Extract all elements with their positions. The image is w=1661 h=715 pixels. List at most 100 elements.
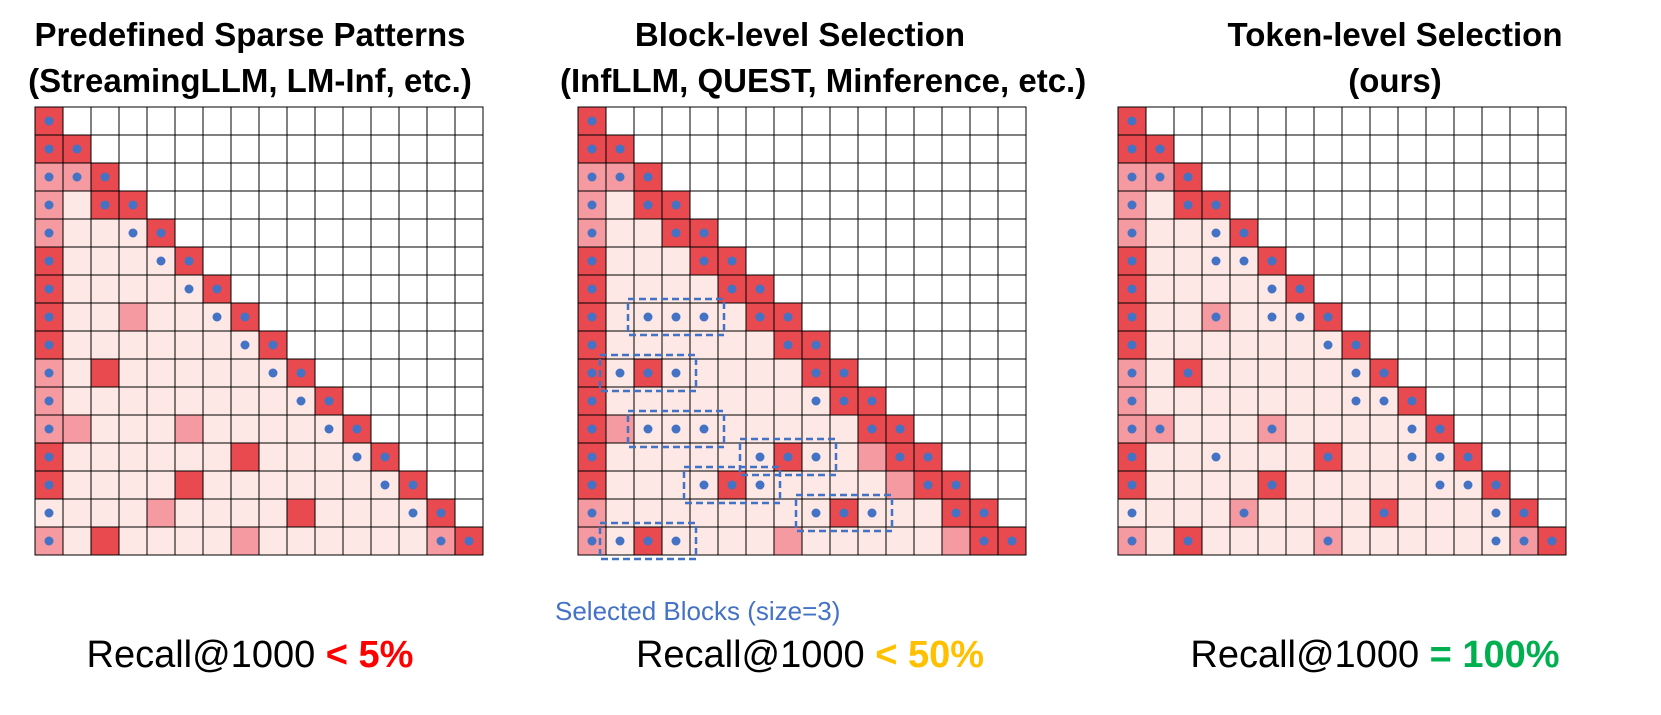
selected-token-dot [1155,424,1165,434]
matrix-cell [1229,470,1259,500]
matrix-cell [398,386,428,416]
matrix-cell [689,190,719,220]
selected-token-dot [1211,452,1221,462]
selected-token-dot [1267,284,1277,294]
selected-token-dot [1295,312,1305,322]
matrix-cell [1537,106,1567,136]
selected-token-dot [699,480,709,490]
matrix-cell [62,526,92,556]
matrix-cell [1313,498,1343,528]
matrix-cell [745,498,775,528]
matrix-cell [577,106,607,136]
matrix-cell [1145,386,1175,416]
matrix-cell [174,358,204,388]
matrix-cell [913,190,943,220]
matrix-cell [1313,246,1343,276]
selected-token-dot [1519,536,1529,546]
matrix-cell [370,106,400,136]
selected-token-dot [1239,508,1249,518]
matrix-cell [829,106,859,136]
matrix-cell [258,414,288,444]
matrix-cell [1481,330,1511,360]
matrix-cell [1341,498,1371,528]
selected-token-dot [324,424,334,434]
matrix-cell [801,246,831,276]
recall-value: < 5% [325,634,414,676]
matrix-cell [605,302,635,332]
selected-token-dot [895,452,905,462]
matrix-cell [230,218,260,248]
selected-token-dot [755,452,765,462]
selected-token-dot [1379,396,1389,406]
matrix-cell [1509,190,1539,220]
matrix-cell [997,134,1027,164]
matrix-cell [941,414,971,444]
matrix-cell [314,302,344,332]
matrix-cell [370,246,400,276]
matrix-cell [1537,162,1567,192]
matrix-cell [314,106,344,136]
matrix-cell [1229,526,1259,556]
matrix-cell [717,190,747,220]
matrix-cell [1425,302,1455,332]
matrix-cell [426,274,456,304]
selected-token-dot [296,368,306,378]
matrix-cell [314,526,344,556]
selected-token-dot [587,116,597,126]
title-line1: Predefined Sparse Patterns [34,16,466,53]
matrix-cell [745,526,775,556]
matrix-cell [398,526,428,556]
matrix-cell [801,302,831,332]
matrix-cell [745,218,775,248]
matrix-cell [258,526,288,556]
matrix-cell [745,386,775,416]
matrix-cell [857,358,887,388]
matrix-cell [997,414,1027,444]
selected-token-dot [671,368,681,378]
matrix-cell [90,330,120,360]
matrix-cell [342,442,372,472]
matrix-cell [941,330,971,360]
matrix-cell [1145,442,1175,472]
selected-token-dot [1211,228,1221,238]
selected-token-dot [1211,200,1221,210]
matrix-cell [801,190,831,220]
matrix-cell [913,274,943,304]
matrix-cell [62,106,92,136]
matrix-cell [745,330,775,360]
matrix-cell [773,246,803,276]
matrix-cell [118,302,148,332]
matrix-cell [202,106,232,136]
matrix-cell [1285,162,1315,192]
selected-token-dot [1323,452,1333,462]
matrix-cell [342,134,372,164]
matrix-cell [633,106,663,136]
matrix-cell [398,414,428,444]
matrix-cell [1425,330,1455,360]
matrix-cell [1285,470,1315,500]
matrix-cell [118,386,148,416]
matrix-cell [1481,302,1511,332]
matrix-cell [1453,218,1483,248]
matrix-cell [90,442,120,472]
selected-token-dot [1491,480,1501,490]
matrix-cell [1369,134,1399,164]
matrix-cell [1453,358,1483,388]
selected-token-dot [436,508,446,518]
matrix-cell [1229,442,1259,472]
selected-token-dot [184,284,194,294]
matrix-cell [258,218,288,248]
matrix-cell [1341,218,1371,248]
matrix-cell [90,358,120,388]
matrix-cell [118,106,148,136]
matrix-cell [1201,386,1231,416]
matrix-cell [1425,358,1455,388]
matrix-cell [174,106,204,136]
matrix-cell [633,246,663,276]
matrix-cell [286,330,316,360]
matrix-cell [913,302,943,332]
matrix-cell [90,498,120,528]
selected-token-dot [128,200,138,210]
selected-token-dot [671,424,681,434]
matrix-cell [745,414,775,444]
